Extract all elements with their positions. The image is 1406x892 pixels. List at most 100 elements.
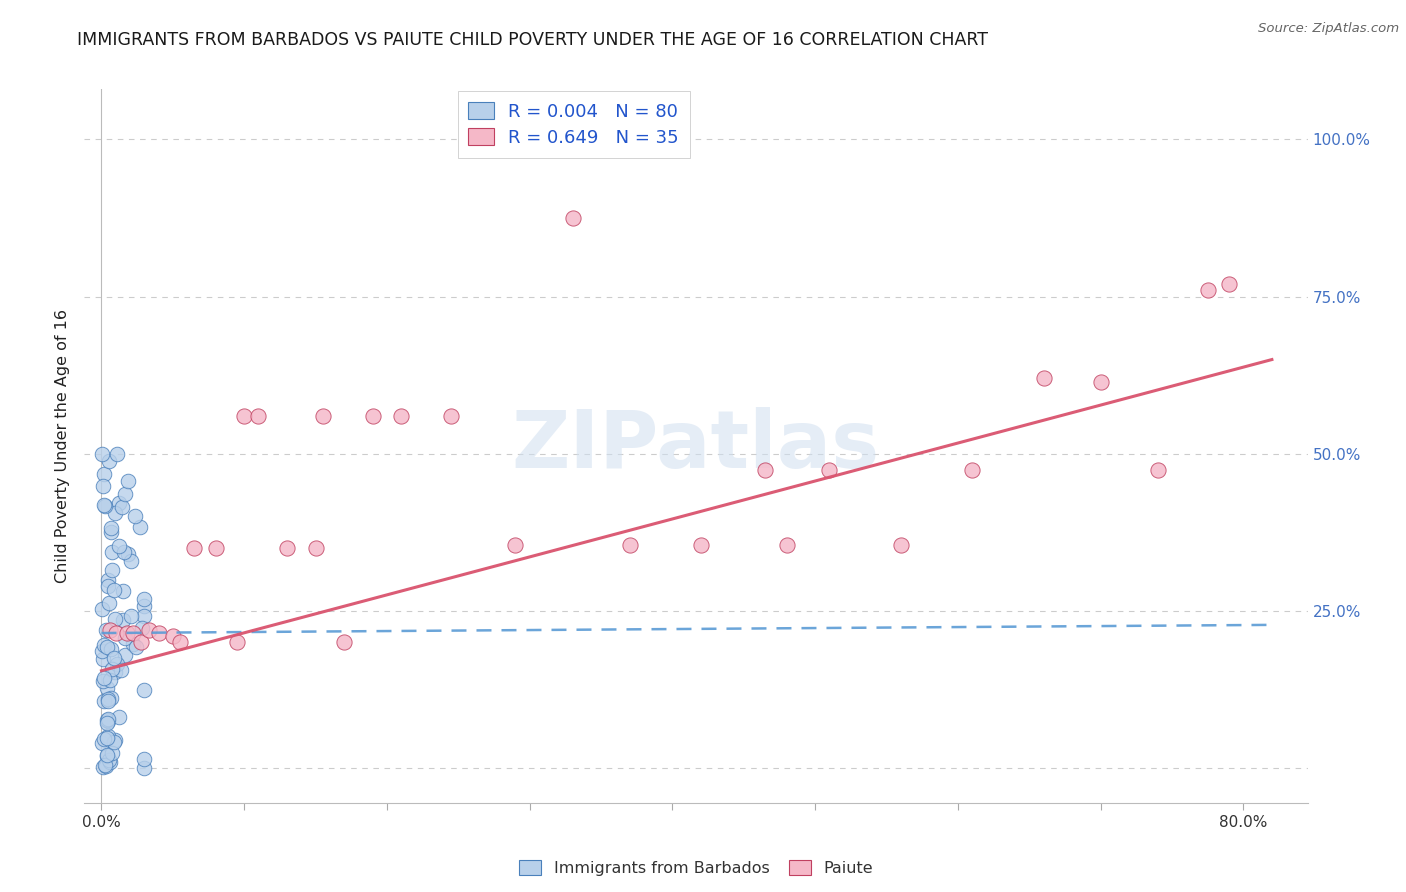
- Point: [1032, 371, 1054, 385]
- Point: [960, 462, 983, 476]
- Point: [96, 640, 118, 654]
- Point: [138, 623, 160, 637]
- Point: [96, 716, 118, 731]
- Point: [105, 657, 128, 671]
- Point: [91, 759, 114, 773]
- Point: [129, 519, 152, 533]
- Point: [276, 541, 298, 556]
- Point: [233, 409, 256, 424]
- Point: [97, 714, 120, 728]
- Point: [108, 539, 131, 553]
- Point: [312, 409, 335, 424]
- Point: [108, 710, 131, 724]
- Point: [97, 712, 120, 726]
- Point: [103, 735, 125, 749]
- Point: [122, 626, 145, 640]
- Point: [100, 524, 122, 539]
- Point: [1090, 375, 1112, 389]
- Point: [100, 545, 122, 559]
- Point: [97, 579, 120, 593]
- Point: [96, 759, 118, 773]
- Point: [112, 545, 135, 559]
- Point: [96, 747, 118, 762]
- Point: [104, 612, 127, 626]
- Point: [505, 538, 527, 552]
- Point: [104, 626, 127, 640]
- Point: [117, 474, 139, 488]
- Point: [169, 635, 191, 649]
- Point: [120, 554, 142, 568]
- Point: [619, 538, 641, 552]
- Point: [94, 623, 117, 637]
- Point: [114, 632, 136, 646]
- Point: [131, 635, 153, 649]
- Point: [114, 487, 136, 501]
- Point: [100, 642, 122, 657]
- Point: [134, 761, 156, 775]
- Point: [131, 621, 153, 635]
- Point: [103, 582, 125, 597]
- Point: [204, 541, 226, 556]
- Point: [98, 753, 121, 767]
- Point: [690, 538, 713, 552]
- Point: [93, 731, 115, 746]
- Point: [93, 498, 115, 512]
- Point: [561, 211, 583, 225]
- Point: [110, 664, 132, 678]
- Point: [440, 409, 463, 424]
- Point: [101, 662, 124, 676]
- Point: [134, 599, 156, 613]
- Point: [100, 691, 122, 706]
- Point: [125, 640, 148, 655]
- Point: [101, 563, 124, 577]
- Point: [120, 609, 142, 624]
- Point: [104, 665, 127, 680]
- Point: [111, 500, 134, 514]
- Point: [98, 623, 121, 637]
- Point: [162, 629, 184, 643]
- Text: ZIPatlas: ZIPatlas: [512, 407, 880, 485]
- Point: [389, 409, 412, 424]
- Point: [97, 694, 120, 708]
- Point: [226, 635, 249, 649]
- Legend: Immigrants from Barbados, Paiute: Immigrants from Barbados, Paiute: [512, 854, 880, 882]
- Point: [1146, 462, 1168, 476]
- Point: [91, 652, 114, 666]
- Point: [134, 752, 156, 766]
- Point: [98, 596, 121, 610]
- Point: [96, 713, 118, 727]
- Point: [97, 729, 120, 743]
- Point: [100, 521, 122, 535]
- Point: [97, 692, 120, 706]
- Point: [93, 758, 115, 772]
- Point: [121, 637, 143, 651]
- Point: [91, 447, 114, 461]
- Point: [183, 541, 205, 556]
- Point: [114, 648, 136, 663]
- Point: [1197, 284, 1219, 298]
- Point: [93, 673, 115, 688]
- Point: [96, 681, 118, 696]
- Point: [93, 694, 115, 708]
- Point: [91, 478, 114, 492]
- Point: [97, 453, 120, 467]
- Point: [1218, 277, 1240, 292]
- Point: [94, 499, 117, 513]
- Point: [96, 748, 118, 763]
- Point: [148, 626, 170, 640]
- Point: [333, 635, 356, 649]
- Point: [91, 737, 114, 751]
- Point: [775, 538, 797, 552]
- Point: [104, 507, 127, 521]
- Point: [111, 613, 134, 627]
- Point: [93, 671, 115, 685]
- Point: [93, 639, 115, 653]
- Text: IMMIGRANTS FROM BARBADOS VS PAIUTE CHILD POVERTY UNDER THE AGE OF 16 CORRELATION: IMMIGRANTS FROM BARBADOS VS PAIUTE CHILD…: [77, 31, 988, 49]
- Point: [247, 409, 270, 424]
- Point: [91, 602, 114, 616]
- Point: [818, 462, 841, 476]
- Point: [98, 755, 121, 769]
- Point: [111, 583, 134, 598]
- Point: [115, 626, 138, 640]
- Point: [134, 682, 156, 697]
